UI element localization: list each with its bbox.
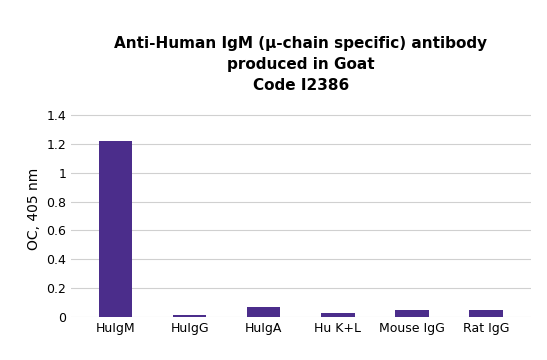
Bar (247, 307, 281, 317)
Bar (395, 310, 429, 317)
Bar (469, 310, 503, 317)
Bar (173, 315, 206, 317)
Bar (321, 313, 354, 317)
Title: Anti-Human IgM (μ-chain specific) antibody
produced in Goat
Code I2386: Anti-Human IgM (μ-chain specific) antibo… (114, 36, 487, 93)
Y-axis label: OC, 405 nm: OC, 405 nm (27, 168, 40, 250)
Bar (99, 141, 132, 317)
